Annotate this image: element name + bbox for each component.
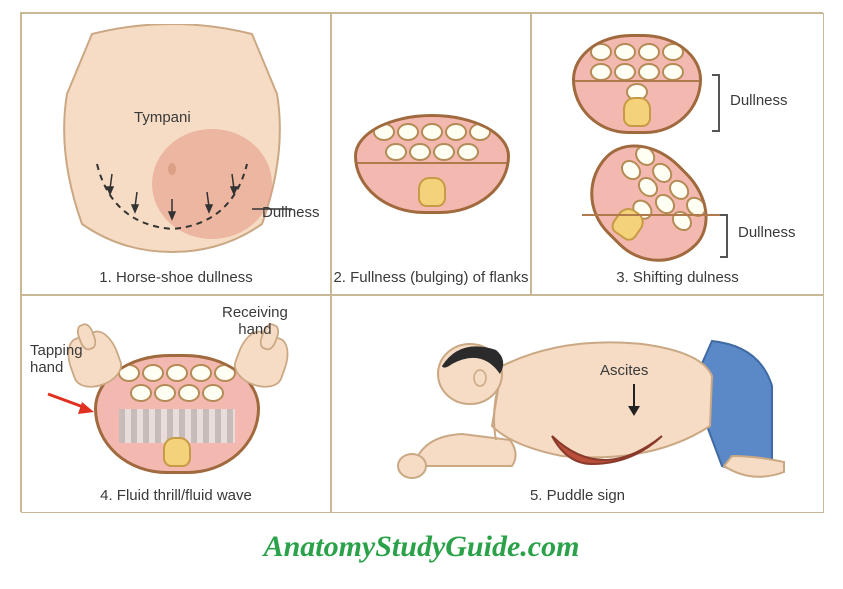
- label-tympani: Tympani: [134, 109, 191, 126]
- torso-svg: [52, 24, 292, 254]
- watermark-text: AnatomyStudyGuide.com: [0, 530, 843, 564]
- lateral-fluid-line: [582, 214, 722, 216]
- spine-3a: [623, 97, 651, 127]
- prone-svg: [392, 316, 792, 496]
- label-tapping: Tapping hand: [30, 342, 83, 376]
- caption-1: 1. Horse-shoe dullness: [22, 269, 330, 286]
- caption-5: 5. Puddle sign: [332, 487, 823, 504]
- caption-4: 4. Fluid thrill/fluid wave: [22, 487, 330, 504]
- panel-shifting: Dullness Dullness 3. Shifting dulness: [531, 13, 824, 295]
- torso-illustration: [52, 24, 292, 254]
- figure-frame: Tympani Dullness 1. Horse-shoe dullness …: [20, 12, 823, 512]
- panel-horseshoe: Tympani Dullness 1. Horse-shoe dullness: [21, 13, 331, 295]
- label-dullness-1: Dullness: [262, 204, 320, 221]
- spine-4: [163, 437, 191, 467]
- spine-2: [418, 177, 446, 207]
- panel-puddle: Ascites 5. Puddle sign: [331, 295, 824, 513]
- xsect-supine: [572, 34, 702, 134]
- label-dullness-3a: Dullness: [730, 92, 788, 109]
- label-receiving: Receiving hand: [222, 304, 288, 338]
- prone-figure: [392, 316, 792, 513]
- panel-flanks: 2. Fullness (bulging) of flanks: [331, 13, 531, 295]
- bowel-loops-4: [113, 364, 241, 402]
- label-ascites: Ascites: [600, 362, 648, 379]
- bracket-bottom: [720, 214, 728, 258]
- label-dullness-3b: Dullness: [738, 224, 796, 241]
- caption-2: 2. Fullness (bulging) of flanks: [332, 269, 530, 286]
- caption-3: 3. Shifting dulness: [532, 269, 823, 286]
- xsect-lateral: [567, 123, 728, 284]
- ascites-arrow-icon: [624, 382, 644, 418]
- bowel-loops-3a: [587, 43, 686, 101]
- panel-fluid-wave: Tapping hand Receiving hand 4. Fluid thr…: [21, 295, 331, 513]
- bowel-loops-2: [372, 123, 492, 161]
- xsect-flanks: [354, 114, 510, 214]
- red-arrow-icon: [46, 388, 96, 418]
- bracket-top: [712, 74, 720, 132]
